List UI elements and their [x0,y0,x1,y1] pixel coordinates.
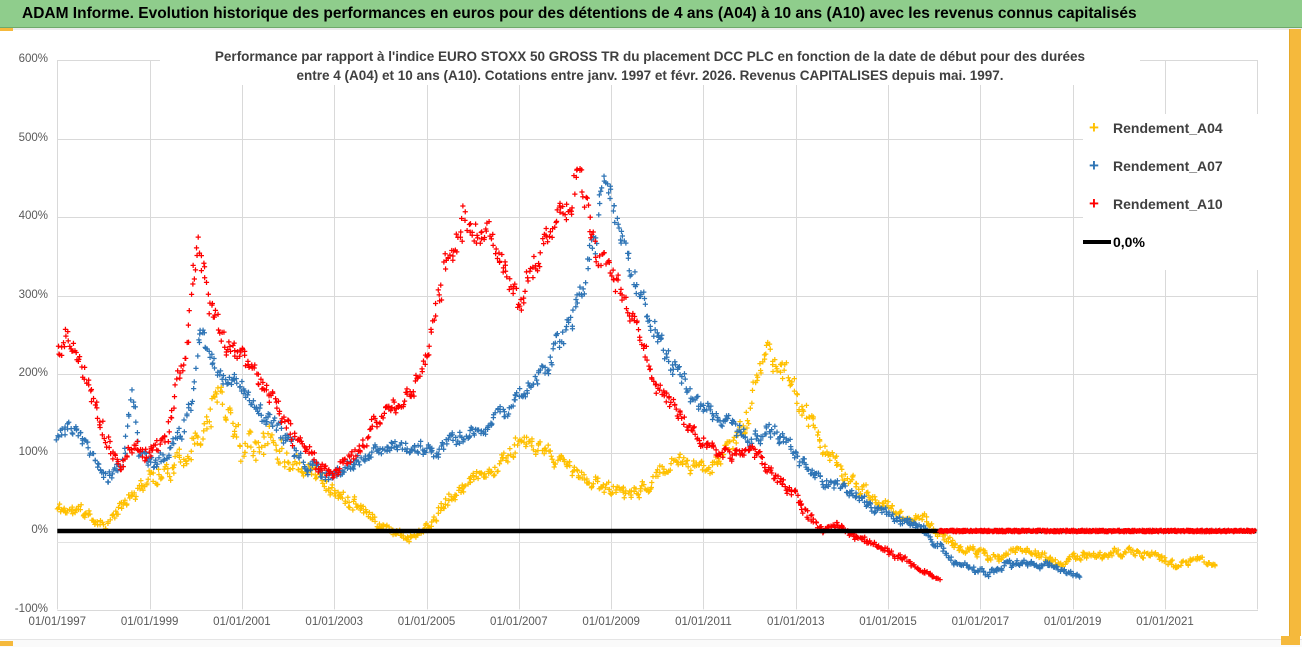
y-axis-tick-label: 600% [18,53,48,65]
x-axis-tick-label: 01/01/2003 [305,616,363,628]
x-axis-tick-label: 01/01/1997 [28,616,87,628]
plus-marker-icon: + [1089,118,1099,137]
horizontal-scrollbar-thumb-left[interactable] [0,641,13,646]
chart-title: Performance par rapport à l'indice EURO … [160,47,1140,85]
plus-marker-icon: + [1089,194,1099,213]
x-axis-tick-label: 01/01/2005 [397,616,456,628]
scrollbar-corner-thumb[interactable] [1281,636,1300,645]
y-axis-tick-label: 100% [18,445,48,458]
legend-item-rendement-a07[interactable]: + Rendement_A07 [1083,154,1268,178]
x-axis-tick-label: 01/01/2011 [675,616,732,628]
y-axis-tick-label: 500% [18,131,48,144]
legend-label: Rendement_A10 [1113,196,1223,212]
legend-item-rendement-a04[interactable]: + Rendement_A04 [1083,116,1268,140]
zero-line-icon [1083,240,1111,244]
legend-label: Rendement_A04 [1113,120,1223,136]
chart-title-line2: entre 4 (A04) et 10 ans (A10). Cotations… [296,68,1004,83]
y-axis-tick-label: 0% [31,524,48,536]
header-amber-notch [0,28,13,31]
legend-item-rendement-a10[interactable]: + Rendement_A10 [1083,192,1268,216]
x-axis-tick-label: 01/01/2009 [582,616,640,628]
header-bar: ADAM Informe. Evolution historique des p… [0,0,1302,28]
header-rule [0,28,1302,30]
x-axis-tick-label: 01/01/2019 [1043,616,1102,628]
x-axis-tick-label: 01/01/2013 [766,616,825,628]
y-axis-tick-label: 300% [18,288,48,301]
x-axis-tick-label: 01/01/2007 [490,616,548,628]
horizontal-scrollbar-track [0,639,1302,647]
x-axis-tick-label: 01/01/2017 [951,616,1010,628]
legend-label: Rendement_A07 [1113,158,1223,174]
x-axis-tick-label: 01/01/1999 [120,616,179,628]
chart-legend: + Rendement_A04 + Rendement_A07 + Rendement_A… [1083,114,1268,270]
header-title: ADAM Informe. Evolution historique des p… [22,5,1137,22]
y-axis-tick-label: 400% [18,210,48,222]
x-axis-tick-label: 01/01/2015 [859,616,917,628]
y-axis-tick-label: -100% [14,602,48,615]
x-axis-tick-label: 01/01/2021 [1136,616,1194,628]
chart-title-line1: Performance par rapport à l'indice EURO … [214,49,1086,64]
y-axis-tick-label: 200% [18,367,48,379]
legend-label: 0,0% [1113,234,1145,250]
legend-item-0-0-[interactable]: 0,0% [1083,230,1268,254]
vertical-scrollbar[interactable] [1289,29,1301,636]
x-axis-tick-label: 01/01/2001 [213,616,271,628]
plus-marker-icon: + [1089,156,1099,175]
